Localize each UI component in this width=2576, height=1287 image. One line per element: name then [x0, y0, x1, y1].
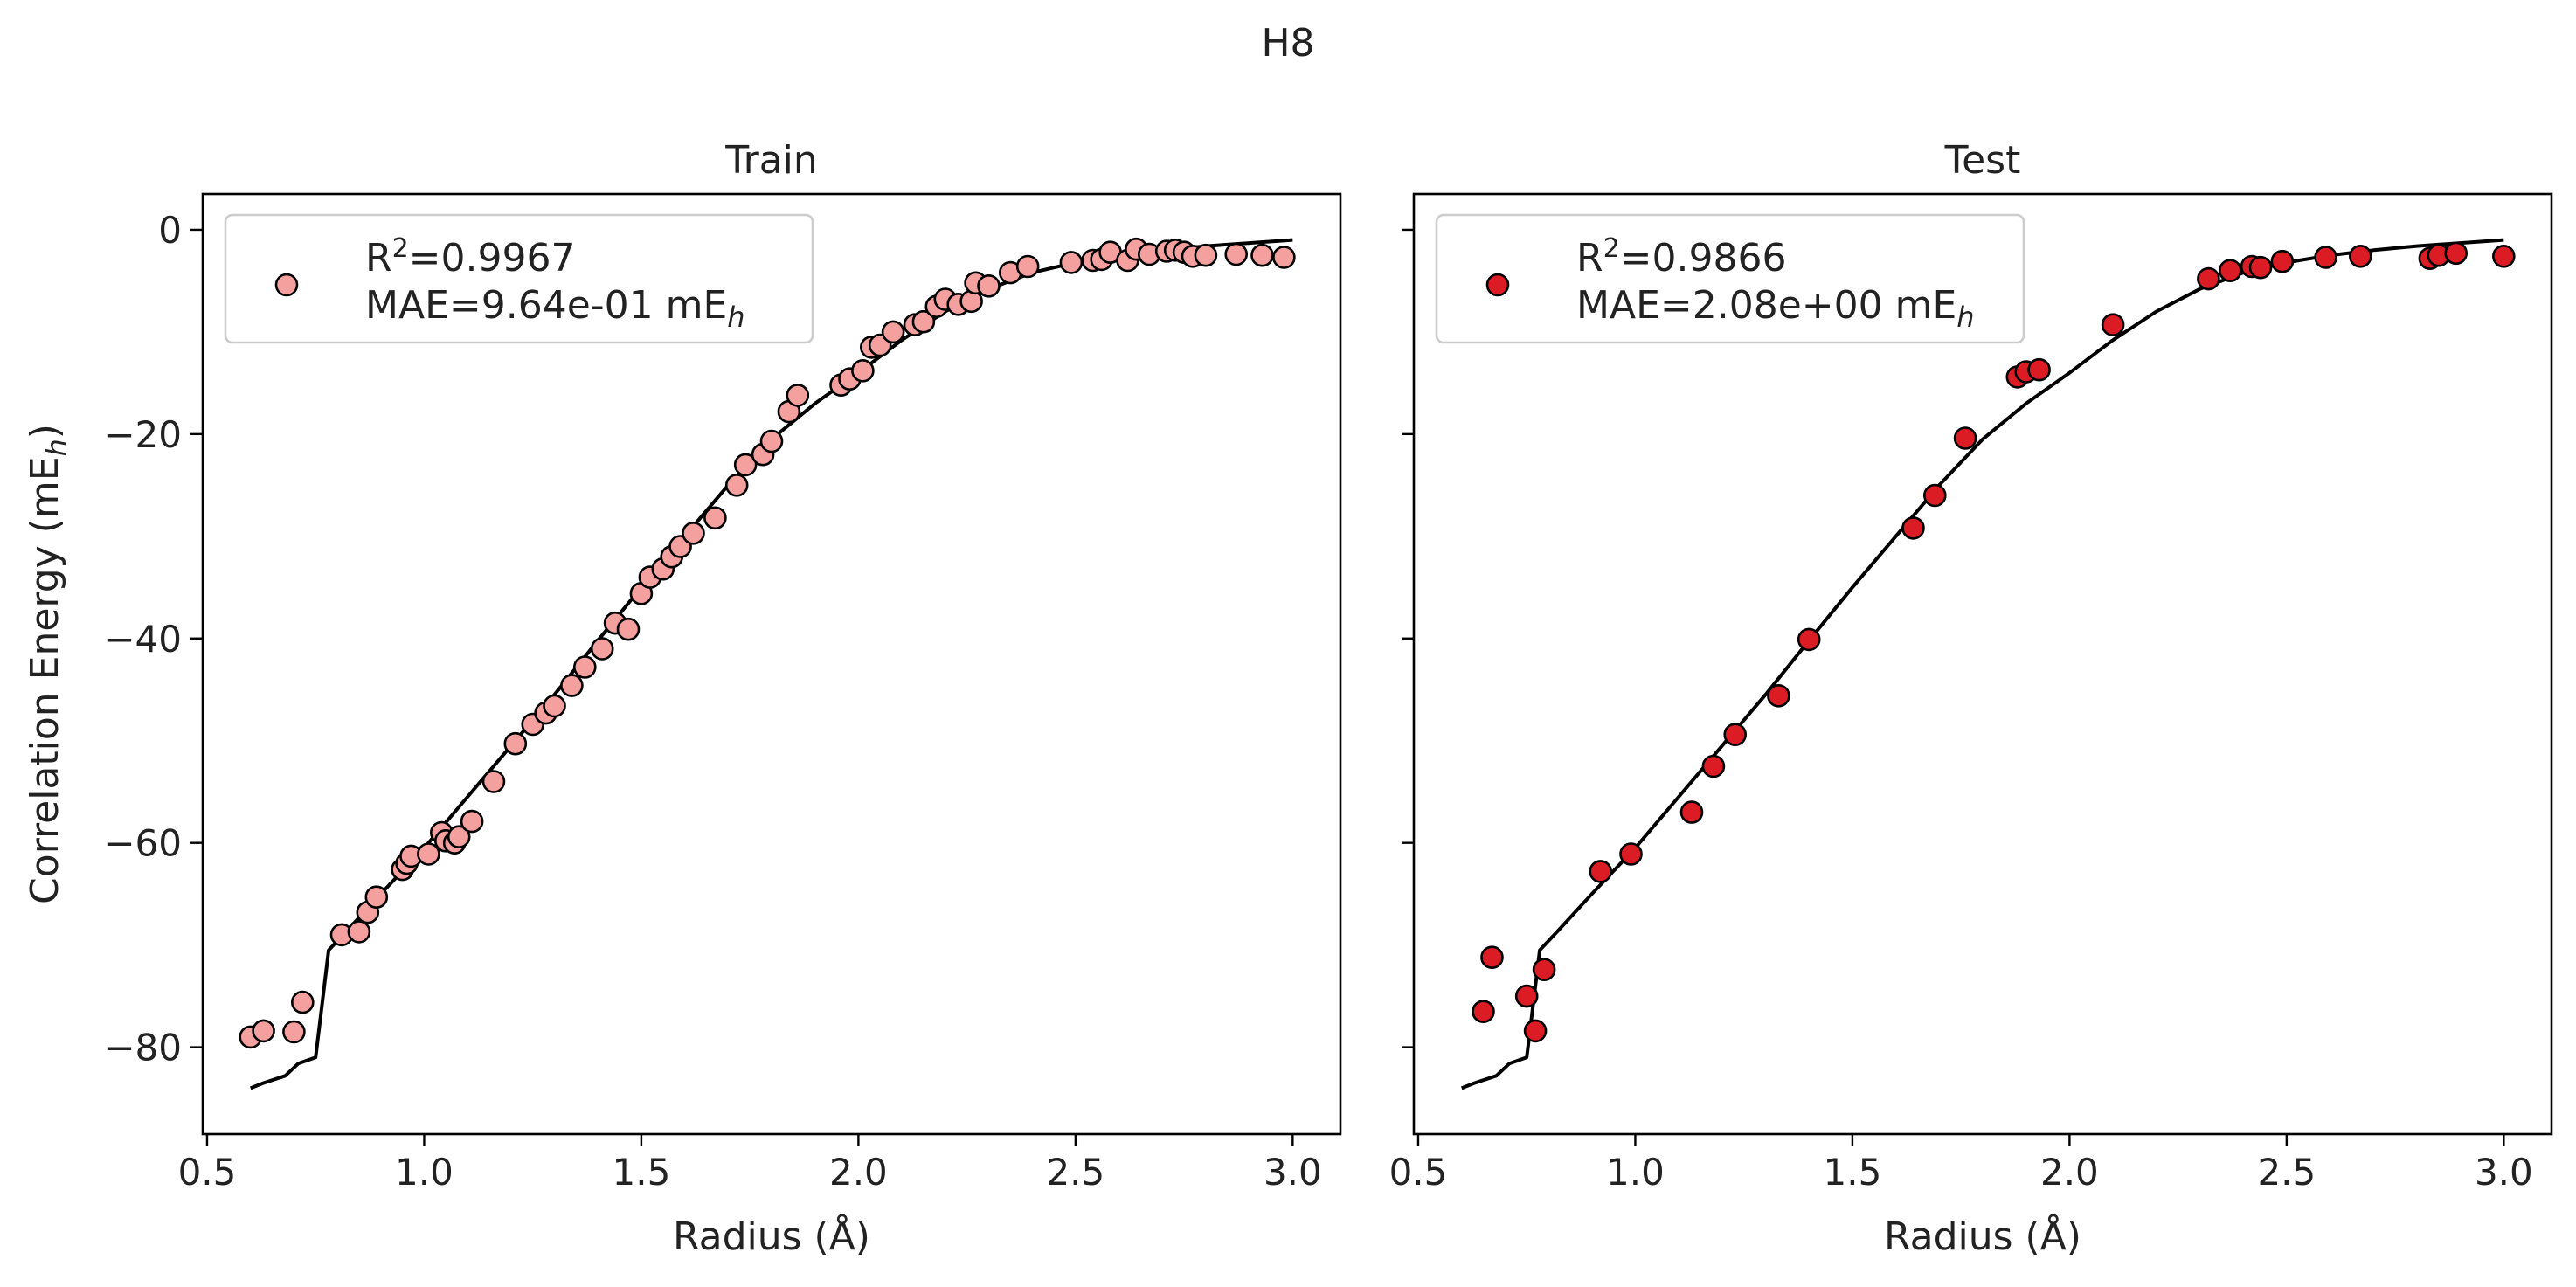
train-xtick-label: 1.5: [613, 1151, 671, 1194]
train-data-point: [682, 521, 705, 545]
test-title: Test: [1944, 138, 2021, 183]
test-xtick-label: 3.0: [2475, 1151, 2533, 1194]
test-data-point: [2270, 249, 2295, 273]
test-data-point: [1679, 800, 1704, 824]
test-data-point: [1589, 860, 1612, 883]
test-data-point: [1472, 1000, 1495, 1023]
train-data-point: [252, 1019, 275, 1043]
test-data-point: [1923, 483, 1947, 508]
train-xlabel: Radius (Å): [673, 1213, 870, 1259]
train-legend-marker: [274, 273, 299, 297]
train-data-point: [616, 617, 641, 641]
test-data-point: [2444, 241, 2468, 266]
train-legend-r2: R2=0.9967: [365, 233, 576, 280]
test-data-point: [1701, 754, 1726, 778]
train-data-point: [590, 637, 614, 661]
test-data-point: [1767, 683, 1790, 708]
train-ytick-label: −80: [104, 1027, 182, 1069]
train-xtick-label: 2.0: [829, 1151, 888, 1194]
test-data-point: [1953, 426, 1977, 450]
train-xtick-label: 2.5: [1046, 1151, 1104, 1194]
train-legend-mae: MAE=9.64e-01 mEh: [365, 283, 745, 334]
train-legend-box: [224, 213, 814, 344]
train-data-point: [1272, 246, 1296, 269]
train-data-point: [460, 809, 484, 834]
test-data-point: [2314, 246, 2337, 269]
train-data-point: [560, 674, 584, 697]
test-data-point: [1797, 627, 1821, 652]
train-data-point: [733, 453, 758, 477]
test-data-point: [2101, 313, 2125, 337]
train-data-point: [786, 384, 810, 407]
test-panel: Test 0.5 1.0 1.5 2.0 2.5 3.0 Radius (Å) R2=0.986…: [1389, 138, 2553, 1259]
test-data-point: [1480, 945, 1504, 969]
train-axes-frame: [201, 192, 1342, 1136]
train-data-point: [724, 473, 749, 497]
train-data-point: [572, 655, 597, 679]
train-xtick-label: 3.0: [1264, 1151, 1322, 1194]
test-data-point: [1619, 842, 1643, 866]
train-data-point: [703, 506, 727, 530]
train-xtick-label: 1.0: [395, 1151, 454, 1194]
test-points: [1472, 241, 2516, 1043]
test-data-point: [2248, 255, 2273, 280]
train-data-point: [347, 920, 371, 944]
test-legend-mae: MAE=2.08e+00 mEh: [1576, 283, 1975, 334]
train-data-point: [447, 825, 471, 849]
train-data-point: [1194, 243, 1218, 267]
train-data-point: [1250, 243, 1274, 267]
train-ytick-label: 0: [158, 209, 182, 252]
train-data-point: [881, 320, 905, 344]
train-ytick-label: −20: [104, 413, 182, 456]
train-data-point: [282, 1020, 306, 1044]
train-data-point: [911, 309, 936, 334]
test-data-point: [2197, 266, 2220, 291]
train-title: Train: [724, 138, 818, 183]
train-panel: Train 0.5 1.0 1.5 2.0 2.5 3.0 0 −20 −40 −60 −80 Radi…: [23, 138, 1342, 1259]
train-ylabel: Correlation Energy (mEh): [23, 424, 73, 904]
train-data-point: [1059, 251, 1084, 274]
train-fit-line: [249, 238, 1293, 1090]
test-legend-r2: R2=0.9866: [1576, 233, 1787, 280]
test-xtick-label: 2.5: [2257, 1151, 2316, 1194]
test-data-point: [1514, 984, 1539, 1008]
chart-panels: Train 0.5 1.0 1.5 2.0 2.5 3.0 0 −20 −40 −60 −80 Radi…: [23, 138, 2553, 1259]
train-data-point: [481, 770, 506, 793]
train-data-point: [503, 731, 528, 756]
test-data-point: [2027, 357, 2051, 382]
train-ytick-label: −60: [104, 822, 182, 865]
figure-suptitle: H8: [1261, 21, 1314, 66]
train-data-point: [290, 990, 315, 1014]
test-data-point: [1523, 1019, 1548, 1043]
test-xtick-label: 0.5: [1389, 1151, 1448, 1194]
train-data-point: [1224, 242, 1248, 266]
test-xtick-label: 1.0: [1606, 1151, 1665, 1194]
test-legend-box: [1435, 213, 2025, 344]
test-fit-line: [1460, 238, 2504, 1090]
train-data-point: [977, 273, 1001, 298]
test-data-point: [1532, 958, 1556, 981]
train-data-point: [759, 429, 784, 453]
train-data-point: [543, 694, 566, 718]
train-xtick-label: 0.5: [178, 1151, 237, 1194]
test-data-point: [1901, 516, 1925, 540]
test-axes-frame: [1412, 192, 2553, 1136]
test-data-point: [2349, 244, 2372, 268]
test-data-point: [2219, 259, 2242, 283]
test-data-point: [2492, 244, 2516, 268]
train-points: [239, 237, 1296, 1049]
test-xtick-label: 1.5: [1824, 1151, 1882, 1194]
test-legend-marker: [1485, 273, 1510, 297]
test-xtick-label: 2.0: [2040, 1151, 2099, 1194]
test-xlabel: Radius (Å): [1884, 1213, 2081, 1259]
train-data-point: [851, 358, 875, 383]
train-data-point: [417, 842, 440, 866]
train-ytick-label: −40: [104, 618, 182, 661]
train-data-point: [364, 885, 389, 909]
test-data-point: [1723, 723, 1747, 747]
train-data-point: [1015, 254, 1040, 279]
